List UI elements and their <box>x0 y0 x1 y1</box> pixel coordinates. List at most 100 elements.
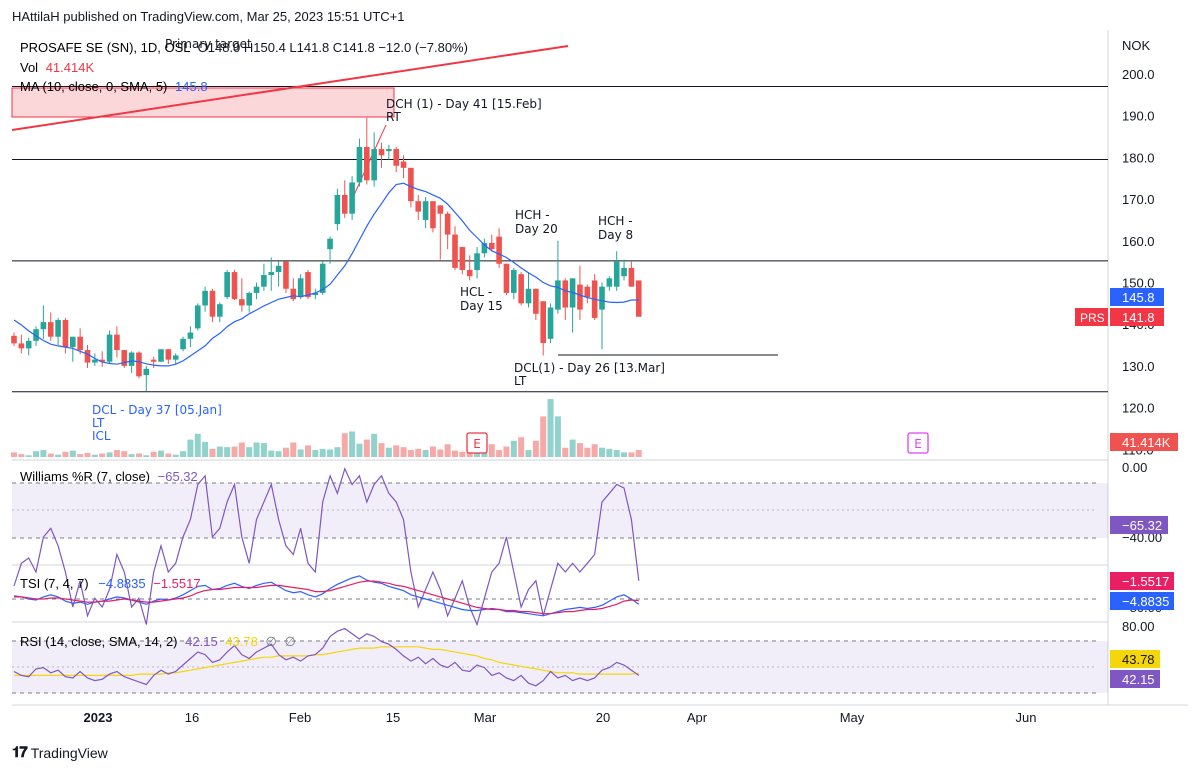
candle <box>400 155 407 179</box>
candle-body <box>599 286 605 310</box>
svg-text:43.78: 43.78 <box>1122 652 1155 667</box>
rsi-line <box>13 627 640 687</box>
volume-bar <box>393 445 400 457</box>
tsi-fast-badge: −4.8835 <box>1110 592 1174 610</box>
candle-body <box>452 234 458 268</box>
wr-tick-label: 0.00 <box>1122 460 1147 475</box>
annotation-dch-line2: RT <box>386 110 401 124</box>
volume-bar <box>437 449 444 457</box>
rsi-band <box>12 641 1108 693</box>
volume-bar <box>576 443 583 457</box>
footer-brand[interactable]: 𝟏𝟕 TradingView <box>12 744 108 761</box>
volume-bar <box>180 451 187 457</box>
candle <box>202 286 208 312</box>
candle-body <box>577 284 583 310</box>
volume-bar <box>121 451 128 457</box>
wr-badge: −65.32 <box>1110 516 1168 534</box>
candle-body <box>606 278 613 287</box>
candle <box>496 228 502 268</box>
candle-body <box>437 205 444 214</box>
candle-body <box>378 149 385 156</box>
candle <box>364 117 370 185</box>
volume-bar <box>150 451 157 457</box>
legend-ma: MA (10, close, 0, SMA, 5) 145.8 <box>20 79 208 94</box>
time-axis[interactable]: 2023 16 Feb 15 Mar 20 Apr May Jun <box>84 710 1037 725</box>
price-axis[interactable]: 200.0190.0180.0170.0160.0150.0140.0130.0… <box>1122 67 1155 457</box>
volume-badge: 41.414K <box>1110 433 1178 451</box>
candle-body <box>121 350 128 366</box>
volume-bar <box>554 416 561 457</box>
candle <box>562 278 569 321</box>
svg-text:42.15: 42.15 <box>1122 672 1155 687</box>
candle-body <box>268 272 275 275</box>
annotation-dch-line1: DCH (1) - Day 41 [15.Feb] <box>386 97 542 111</box>
candle <box>18 334 25 354</box>
volume-bar <box>253 442 260 457</box>
volume-bar <box>165 453 172 457</box>
candle <box>40 305 47 339</box>
candle <box>128 351 135 373</box>
price-badge: PRS 141.8 <box>1075 308 1164 326</box>
tsi-slow-badge: −1.5517 <box>1110 572 1174 590</box>
candle-body <box>533 288 539 314</box>
candle <box>275 261 282 287</box>
candle <box>158 349 164 362</box>
candle-body <box>283 261 289 289</box>
candle-body <box>62 320 69 348</box>
candle-body <box>496 236 502 264</box>
price-tick-label: 180.0 <box>1122 150 1155 165</box>
target-zone[interactable] <box>11 87 395 118</box>
annotation-dcl37-line1: DCL - Day 37 [05.Jan] <box>92 403 222 417</box>
candle-body <box>136 352 142 377</box>
candle <box>540 301 546 356</box>
candle-body <box>621 267 627 277</box>
volume-bar <box>312 450 319 457</box>
volume-bar <box>613 450 620 457</box>
annotation-hch8-line1: HCH - <box>598 214 633 228</box>
candle <box>47 312 54 341</box>
candle <box>283 261 289 293</box>
candle-body <box>547 307 554 339</box>
price-tick-label: 170.0 <box>1122 192 1155 207</box>
candle <box>172 353 179 364</box>
volume-bar <box>91 454 98 457</box>
volume-bar <box>400 447 407 457</box>
tsi-slow-line <box>14 580 639 615</box>
svg-text:−65.32: −65.32 <box>1122 518 1162 533</box>
volume-bar <box>415 448 422 457</box>
time-tick-label: 2023 <box>84 710 113 725</box>
volume-bar <box>562 447 569 457</box>
candle <box>261 263 267 291</box>
volume-bar <box>172 454 179 457</box>
candle-body <box>70 336 76 348</box>
candle <box>143 365 150 391</box>
volume-bar <box>202 441 209 457</box>
rsi-axis[interactable]: 80.00 <box>1122 619 1155 634</box>
candle <box>268 257 275 291</box>
wr-line <box>13 467 640 627</box>
volume-bar <box>584 447 591 457</box>
volume-bar <box>11 452 17 457</box>
annotation-primary-target: Primary target <box>165 37 252 51</box>
volume-bar <box>135 453 142 457</box>
candle <box>341 180 348 218</box>
annotation-dcl26-line2: LT <box>514 374 527 388</box>
trend-line[interactable] <box>11 45 569 131</box>
candle-body <box>459 247 466 270</box>
volume-bar <box>452 450 458 457</box>
candle <box>430 201 436 233</box>
earnings-marker-2[interactable]: E <box>907 432 929 454</box>
volume-bar <box>69 450 76 457</box>
candle-body <box>25 340 32 349</box>
candle-body <box>128 352 135 366</box>
earnings-marker-1[interactable]: E <box>466 432 488 454</box>
candle-body <box>540 301 546 343</box>
svg-text:145.8: 145.8 <box>1122 290 1155 305</box>
candle-body <box>400 161 407 168</box>
candle <box>99 351 105 367</box>
volume-bar <box>371 433 378 457</box>
wr-axis[interactable]: 0.00−40.00−80.00 <box>1122 460 1162 615</box>
candle <box>408 167 414 208</box>
candle <box>577 265 583 321</box>
